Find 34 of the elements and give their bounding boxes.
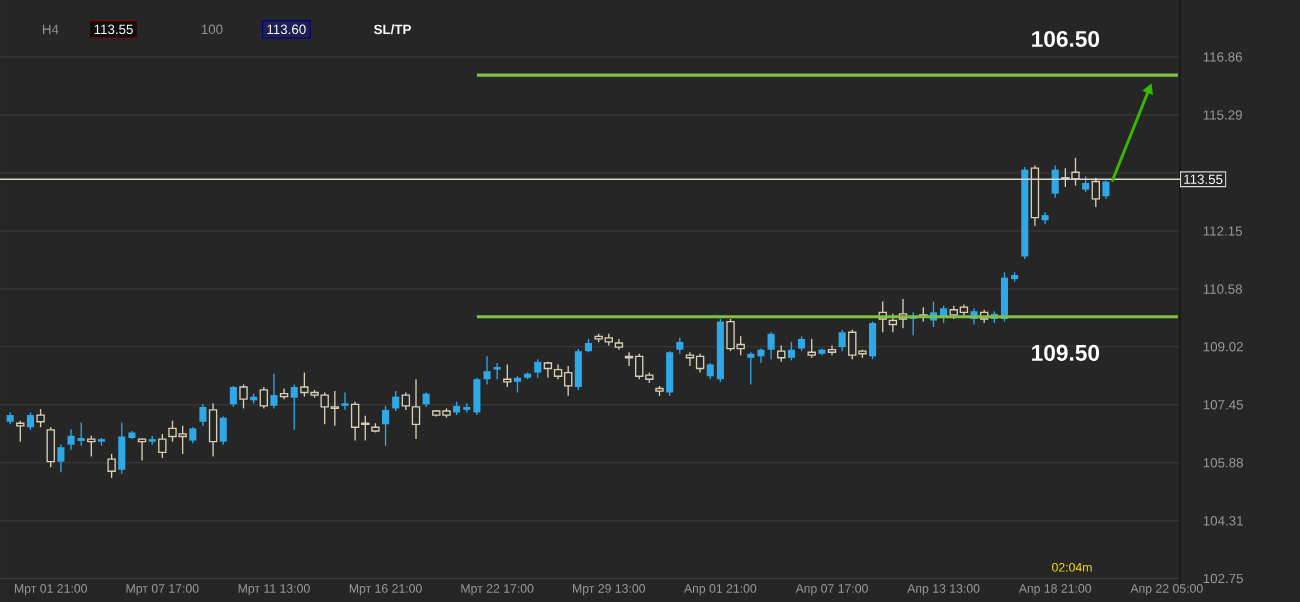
candlestick (787, 341, 795, 362)
candlestick (107, 453, 116, 479)
candlestick (219, 415, 227, 446)
candlestick (382, 405, 390, 447)
candlestick (1091, 177, 1101, 208)
annotation: 109.50 (1032, 344, 1100, 361)
candlestick (888, 313, 898, 333)
candlestick (1102, 179, 1110, 200)
candlestick (239, 383, 248, 410)
candlestick (290, 383, 298, 431)
candlestick (483, 355, 491, 386)
candlestick (137, 437, 147, 462)
candlestick (208, 402, 218, 458)
candlestick (36, 408, 45, 428)
candlestick (666, 350, 674, 397)
candlestick (259, 386, 269, 410)
candlestick (279, 387, 289, 400)
candlestick (807, 338, 816, 359)
candlestick (392, 390, 400, 412)
candlestick (341, 391, 349, 411)
candlestick (57, 443, 65, 474)
candlestick (46, 426, 55, 468)
candlestick (767, 331, 775, 360)
candlestick (158, 433, 167, 459)
candlestick (869, 320, 877, 360)
candlestick (574, 348, 582, 391)
candlestick (534, 358, 542, 379)
candlestick (199, 403, 207, 427)
candlestick (838, 329, 846, 352)
candlestick (270, 373, 278, 410)
candlestick (229, 385, 237, 408)
candlestick (87, 435, 96, 458)
annotation: 106.50 (1032, 30, 1100, 47)
candlestick (1051, 164, 1059, 199)
